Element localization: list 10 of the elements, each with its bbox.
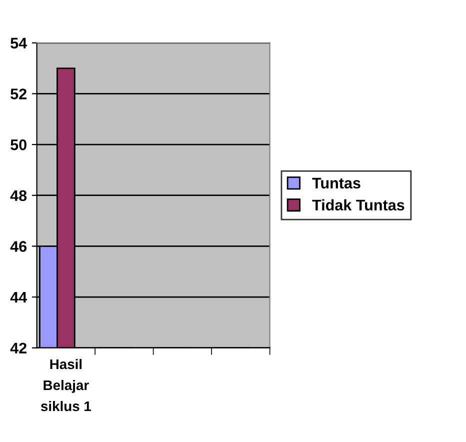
- y-tick-label: 46: [10, 241, 27, 252]
- x-tick-label: Hasil Belajar siklus 1: [40, 358, 92, 412]
- y-tick-label: 42: [10, 342, 26, 354]
- y-tick-label: 52: [10, 88, 26, 100]
- y-tick-label: 50: [10, 139, 26, 150]
- y-tick-label: 48: [10, 190, 27, 202]
- legend-label: Tuntas: [312, 178, 360, 189]
- y-tick-label: 54: [10, 38, 28, 49]
- legend-label: Tidak Tuntas: [312, 199, 404, 210]
- y-tick-label: 44: [10, 292, 28, 303]
